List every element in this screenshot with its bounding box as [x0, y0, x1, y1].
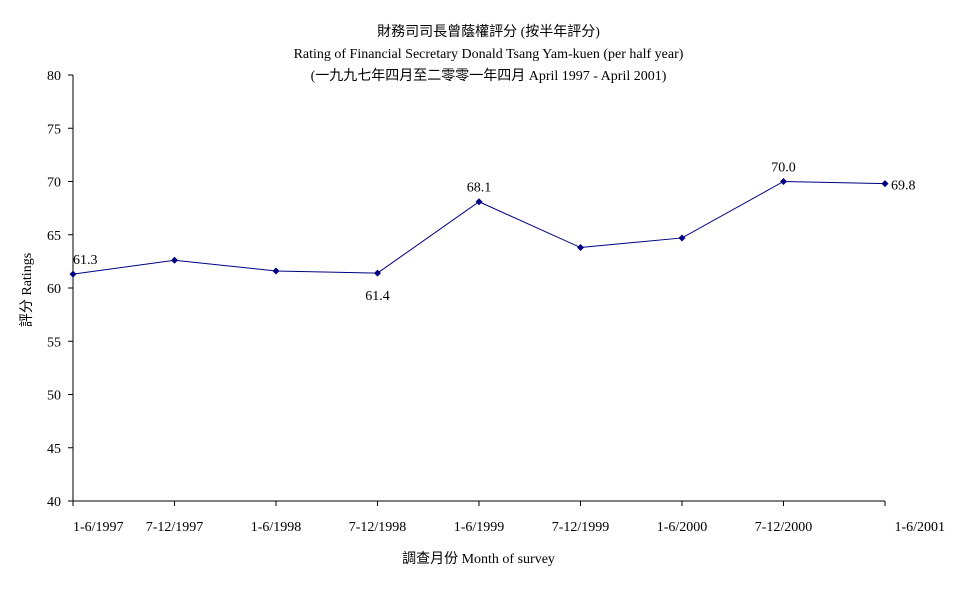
data-point [272, 267, 280, 275]
x-tick-label: 7-12/2000 [755, 520, 813, 535]
x-tick-label: 7-12/1998 [349, 520, 407, 535]
data-label: 61.3 [73, 253, 98, 268]
data-point [69, 270, 77, 278]
y-tick-label: 60 [47, 282, 61, 297]
data-point [678, 234, 686, 242]
data-point [374, 269, 381, 277]
data-label: 68.1 [467, 181, 492, 196]
chart-title: 財務司司長曾蔭權評分 (按半年評分) [377, 25, 600, 40]
data-point [475, 198, 483, 206]
x-tick-label: 1-6/1997 [73, 520, 124, 535]
data-label: 61.4 [365, 289, 390, 304]
y-tick-label: 45 [47, 442, 61, 457]
x-tick-label: 7-12/1999 [552, 520, 610, 535]
data-point [171, 256, 178, 264]
chart-subtitle: Rating of Financial Secretary Donald Tsa… [293, 47, 684, 62]
x-tick-label: 1-6/2000 [657, 520, 708, 535]
x-tick-label: 1-6/1999 [454, 520, 505, 535]
y-tick-label: 75 [47, 122, 61, 137]
y-tick-label: 70 [47, 176, 61, 191]
x-tick-label: 1-6/1998 [251, 520, 302, 535]
data-point [780, 178, 787, 185]
y-tick-label: 80 [47, 69, 61, 84]
y-tick-label: 55 [47, 335, 61, 350]
chart-subtitle-period: (一九九七年四月至二零零一年四月 April 1997 - April 2001… [310, 69, 667, 84]
x-tick-label: 7-12/1997 [146, 520, 204, 535]
data-label: 70.0 [771, 161, 796, 176]
data-label: 69.8 [891, 179, 916, 194]
x-tick-label: 1-6/2001 [894, 520, 945, 535]
y-tick-label: 65 [47, 229, 61, 244]
y-tick-label: 50 [47, 389, 61, 404]
chart-titles: 財務司司長曾蔭權評分 (按半年評分) Rating of Financial S… [0, 22, 977, 88]
x-axis-label: 調查月份 Month of survey [402, 552, 555, 567]
y-tick-label: 40 [47, 495, 61, 510]
data-point [577, 244, 584, 252]
data-point [881, 180, 889, 188]
